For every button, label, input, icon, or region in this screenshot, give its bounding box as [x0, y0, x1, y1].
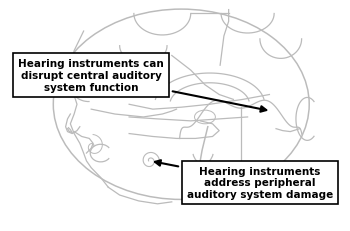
Text: Hearing instruments
address peripheral
auditory system damage: Hearing instruments address peripheral a… — [155, 161, 333, 199]
Text: Hearing instruments can
disrupt central auditory
system function: Hearing instruments can disrupt central … — [18, 59, 266, 112]
